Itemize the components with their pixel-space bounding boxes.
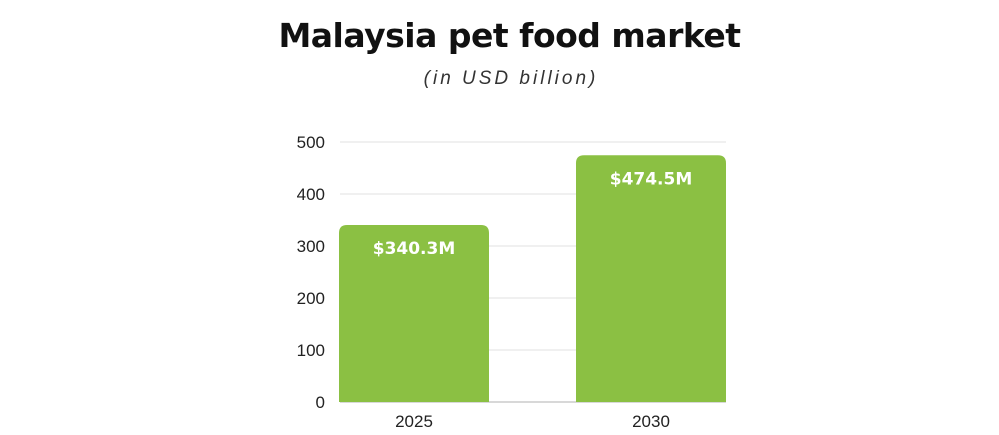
chart-title: Malaysia pet food market bbox=[278, 16, 741, 55]
y-tick-label: 100 bbox=[297, 341, 325, 360]
y-tick-label: 200 bbox=[297, 289, 325, 308]
y-tick-label: 400 bbox=[297, 185, 325, 204]
chart-subtitle: (in USD billion) bbox=[423, 68, 599, 89]
x-tick-label: 2030 bbox=[632, 412, 670, 431]
y-tick-label: 500 bbox=[297, 133, 325, 152]
bar bbox=[339, 225, 489, 402]
y-tick-label: 0 bbox=[316, 393, 325, 412]
y-tick-label: 300 bbox=[297, 237, 325, 256]
x-tick-label: 2025 bbox=[395, 412, 433, 431]
bar bbox=[576, 155, 726, 402]
data-label: $474.5M bbox=[610, 169, 693, 189]
data-label: $340.3M bbox=[373, 239, 456, 259]
